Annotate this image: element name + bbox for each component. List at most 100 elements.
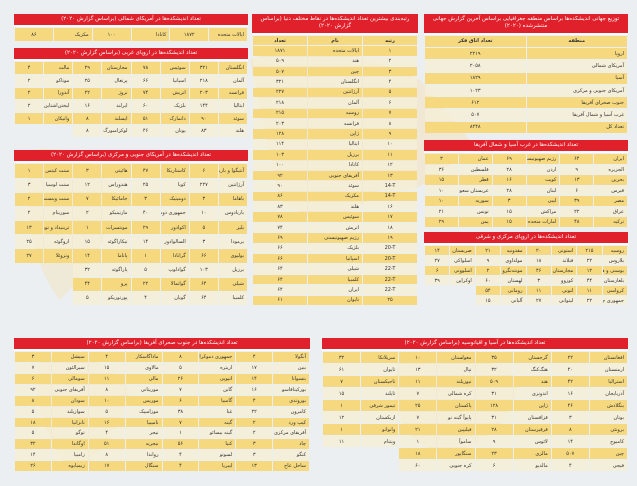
table-row: بوسنی و هرزگوین۱۲مجارستان۴۶مونته‌نگرو۲اس…: [425, 266, 627, 276]
country-cell: سوازیلند: [51, 406, 88, 417]
country-cell: مولداوی: [501, 256, 526, 266]
table-row: بولیوی ۶۶ گرانادا ۱ پاناما ۱۴ ونزوئلا ۲۷: [15, 249, 247, 263]
value-cell: ۴۰: [131, 206, 160, 221]
country-cell: بلاروس: [602, 256, 627, 266]
country-cell: فیجی: [589, 460, 627, 471]
value-cell: ۲: [363, 56, 417, 67]
value-cell: [44, 125, 72, 137]
country-cell: هلند: [218, 125, 247, 137]
country-cell: گرانادا: [160, 249, 189, 263]
value-cell: ۸: [363, 118, 417, 129]
value-cell: ۳: [131, 192, 160, 206]
value-cell: ۱۱: [88, 374, 125, 384]
table-row: ۷ روسیه ۲۱۵: [253, 108, 417, 118]
country-cell: ونزوئلا: [44, 249, 73, 263]
country-cell: اتریش: [160, 87, 189, 100]
table-row: 22-T کلمبیا ۶۴: [253, 274, 417, 285]
table-row: بتسوانا ۱۴ اتیوپی ۲۶ مالی ۱۱ سومالی ۶: [15, 374, 309, 384]
country-cell: مغولستان: [437, 352, 475, 364]
country-cell: کره شمالی: [437, 388, 475, 400]
value-cell: ۱۰: [88, 395, 125, 406]
country-cell: بلغارستان: [602, 276, 627, 286]
country-cell: غنا: [199, 406, 236, 417]
country-cell: واتیکان: [44, 112, 73, 125]
value-cell: ۶۱۲: [425, 97, 526, 109]
country-cell: ماداگاسکار: [125, 352, 162, 363]
value-cell: [425, 296, 449, 305]
value-cell: ۵۰۷: [425, 109, 526, 121]
table-title: تعداد اندیشکده‌ها در جنوب صحرای آفریقا (…: [14, 338, 310, 352]
value-cell: ۷: [399, 388, 437, 400]
value-cell: ۱۱: [323, 436, 361, 448]
country-cell: عمان: [458, 154, 492, 164]
country-cell: پرو: [102, 277, 131, 291]
value-cell: ۷: [363, 108, 417, 118]
country-cell: اکوادور: [160, 221, 189, 235]
value-cell: ۱۱۴: [253, 139, 307, 150]
country-cell: مالی: [125, 374, 162, 384]
country-cell: نپال: [437, 364, 475, 376]
value-cell: ۶۱: [323, 364, 361, 376]
country-cell: دومینیک: [160, 192, 189, 206]
country-cell: کامبوج: [589, 436, 627, 448]
country-cell: مالت: [44, 62, 73, 75]
table-title: تعداد اندیشکده‌ها در آسیا و اقیانوسیه (ب…: [322, 338, 628, 352]
value-cell: ۱۵: [492, 206, 526, 217]
table-row: الجزیره ۹ اردن ۲۸ فلسطین ۳۶: [425, 164, 627, 175]
regional-distribution-table: توزیع جهانی اندیشکده‌ها براساس منطقه جغر…: [424, 14, 628, 134]
value-cell: ۶: [15, 374, 51, 384]
value-cell: ۳۲: [323, 352, 361, 364]
value-cell: ۳۵: [475, 352, 513, 364]
table-row: روسیه ۲۱۵ استونی ۲۰ مقدونیه ۲۱ صربستان ۱۴: [425, 246, 627, 256]
table-row: 14-T مکزیک ۸۶: [253, 191, 417, 202]
value-cell: ۱۵: [475, 296, 501, 305]
value-cell: ۸۲۴۸: [425, 121, 526, 133]
value-cell: ۲۵: [363, 295, 417, 305]
country-cell: برزیل: [218, 263, 247, 277]
table-row: چین ۵۰۷ مالزی ۲۳ سنگاپور ۱۸: [323, 448, 627, 459]
country-cell: پاپوآ گینه نو: [437, 412, 475, 424]
value-cell: ۲۷: [425, 256, 450, 266]
table-title: تعداد اندیشکده‌ها در اروپای مرکزی و شرقی: [424, 232, 628, 246]
value-cell: ۲۱: [475, 246, 501, 256]
country-cell: آرژانتین: [218, 178, 247, 192]
column-header: تعداد اتاق فکر: [425, 35, 526, 48]
table-title: تعداد اندیشکده‌ها در اروپای غربی (براساس…: [14, 48, 248, 62]
value-cell: ۱۰۳: [189, 263, 218, 277]
country-cell: تعداد کل: [526, 121, 627, 133]
value-cell: ۲۰۵۸: [425, 60, 526, 72]
value-cell: ۹۰: [253, 181, 307, 191]
country-cell: دانمارک: [160, 112, 189, 125]
value-cell: ۳: [15, 178, 44, 192]
country-cell: گرجستان: [513, 352, 551, 364]
value-cell: ۱۸۲۹: [425, 72, 526, 84]
table-row: آرژانتین ۲۲۷ کوبا ۲۵ هندوراس ۱۲ سنت لوسیا ۳: [15, 178, 247, 192]
value-cell: ۹: [475, 256, 501, 266]
country-cell: اوگاندا: [51, 439, 88, 450]
value-cell: ۳۱: [475, 388, 513, 400]
rank-cell: 14-T: [363, 181, 417, 191]
table-header-row: رتبه نام تعداد: [253, 35, 417, 46]
value-cell: [450, 286, 474, 295]
country-cell: ایران: [594, 154, 627, 164]
table-row: 14-T سوئد ۹۰: [253, 181, 417, 191]
value-cell: ۵۱: [131, 112, 160, 125]
value-cell: ۲۲: [577, 296, 602, 305]
value-cell: ۵: [15, 428, 51, 439]
country-cell: فیلیپین: [437, 424, 475, 436]
value-cell: ۴۲: [551, 376, 589, 388]
value-cell: ۱۳: [399, 364, 437, 376]
country-cell: نیوزیلند: [437, 376, 475, 388]
country-cell: گویان: [160, 291, 189, 305]
value-cell: ۲: [15, 100, 44, 112]
country-cell: ازبکستان: [361, 412, 399, 424]
value-cell: ۷: [73, 192, 102, 206]
country-cell: لیبی: [526, 196, 560, 206]
country-cell: کلمبیا: [218, 291, 247, 305]
country-cell: بلژیک: [308, 243, 362, 254]
column-header: رتبه: [363, 35, 417, 46]
value-cell: ۱۵: [492, 217, 526, 227]
table-row: ایتالیا ۱۴۴ بلژیک ۶۰ ایرلند ۱۶ لیختن‌اشتاین ۲: [15, 100, 247, 112]
country-cell: سوئیس: [160, 62, 189, 75]
value-cell: ۵: [88, 406, 125, 417]
